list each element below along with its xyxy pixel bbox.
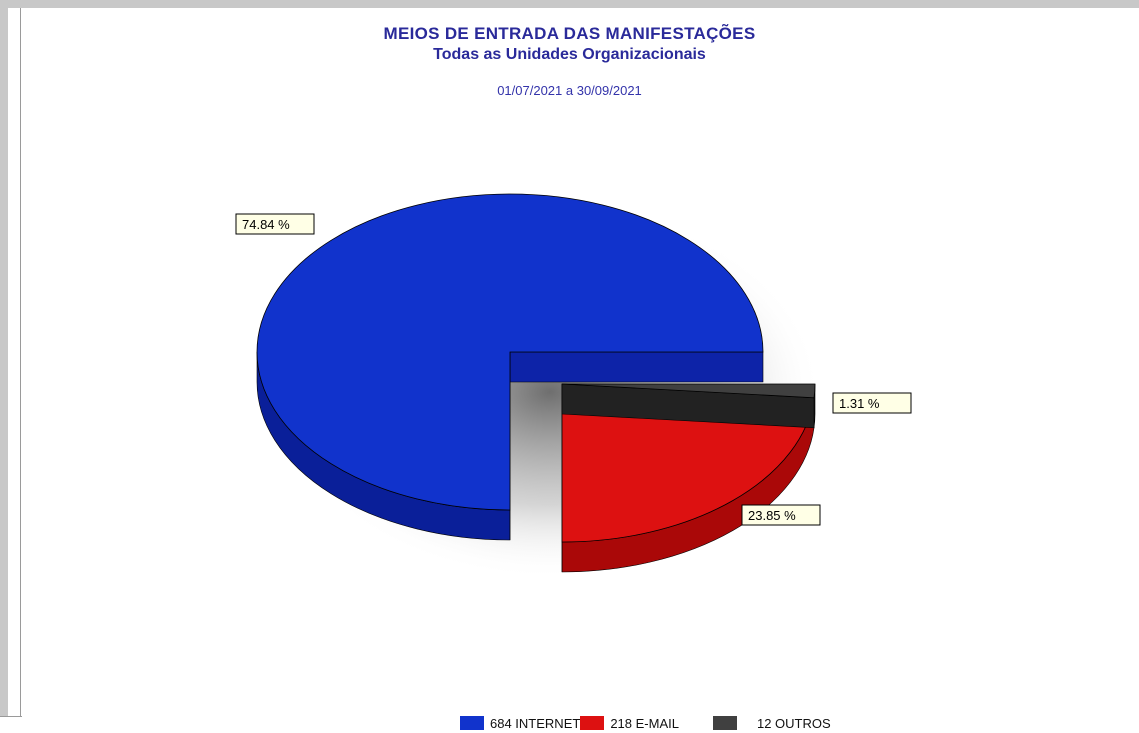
pie-slices — [256, 193, 823, 580]
legend-item-internet: 684 INTERNET — [460, 716, 580, 731]
chart-period: 01/07/2021 a 30/09/2021 — [497, 83, 642, 98]
window-top-border — [0, 0, 1139, 8]
chart-legend: 684 INTERNET 218 E-MAIL 12 OUTROS — [460, 713, 831, 733]
legend-label-internet: 684 INTERNET — [490, 715, 581, 731]
window-left-panel — [8, 8, 21, 717]
chart-subtitle: Todas as Unidades Organizacionais — [433, 46, 706, 63]
legend-swatch-outros — [712, 716, 737, 730]
chart-title: MEIOS DE ENTRADA DAS MANIFESTAÇÕES — [383, 24, 756, 43]
slice-label-e-mail: 23.85 % — [741, 504, 821, 526]
slice-label-outros: 1.31 % — [832, 392, 912, 414]
pie-labels: 74.84 % 23.85 % 1.31 % — [235, 213, 912, 526]
legend-item-outros: 12 OUTROS — [712, 715, 831, 731]
slice-label-internet: 74.84 % — [235, 213, 315, 235]
legend-label-outros: 12 OUTROS — [756, 715, 831, 731]
pie-slice-internet — [256, 193, 764, 511]
legend-item-e-mail: 218 E-MAIL — [580, 716, 679, 731]
window-bottom-edge — [0, 716, 22, 717]
legend-swatch-internet — [460, 716, 484, 730]
svg-text:23.85 %: 23.85 % — [748, 508, 796, 523]
legend-label-e-mail: 218 E-MAIL — [610, 715, 679, 731]
window-left-border — [0, 0, 8, 717]
svg-text:74.84 %: 74.84 % — [242, 217, 290, 232]
pie-slice-outros — [561, 383, 816, 399]
legend-swatch-e-mail — [580, 716, 605, 730]
svg-text:1.31 %: 1.31 % — [839, 396, 880, 411]
